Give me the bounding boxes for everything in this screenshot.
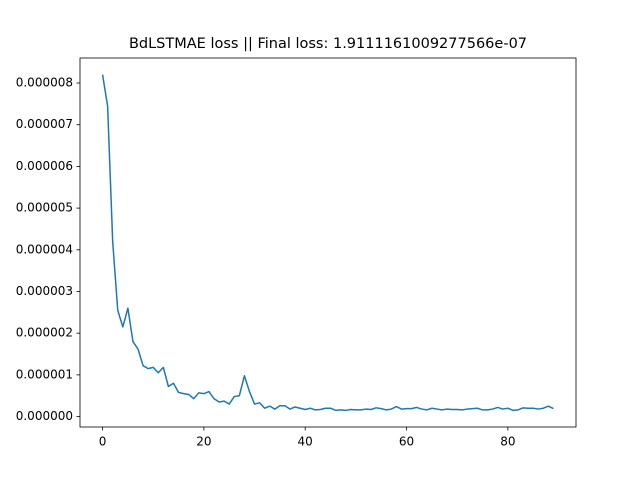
- axes-frame: [79, 57, 577, 428]
- y-tick-label: 0.000001: [16, 367, 73, 381]
- y-tick-label: 0.000006: [16, 159, 73, 173]
- x-tick-label: 80: [500, 435, 515, 449]
- y-tick-label: 0.000008: [16, 76, 73, 90]
- y-tick-label: 0.000007: [16, 117, 73, 131]
- x-tick-label: 60: [399, 435, 414, 449]
- chart-title: BdLSTMAE loss || Final loss: 1.911116100…: [129, 36, 527, 52]
- y-tick-label: 0.000005: [16, 201, 73, 215]
- x-tick-label: 0: [99, 435, 107, 449]
- line-series: [101, 74, 554, 412]
- x-tick-label: 40: [298, 435, 313, 449]
- x-tick-label: 20: [196, 435, 211, 449]
- y-tick-label: 0.000004: [16, 242, 73, 256]
- y-tick-label: 0.000003: [16, 284, 73, 298]
- y-tick-label: 0.000002: [16, 326, 73, 340]
- y-tick-label: 0.000000: [16, 409, 73, 423]
